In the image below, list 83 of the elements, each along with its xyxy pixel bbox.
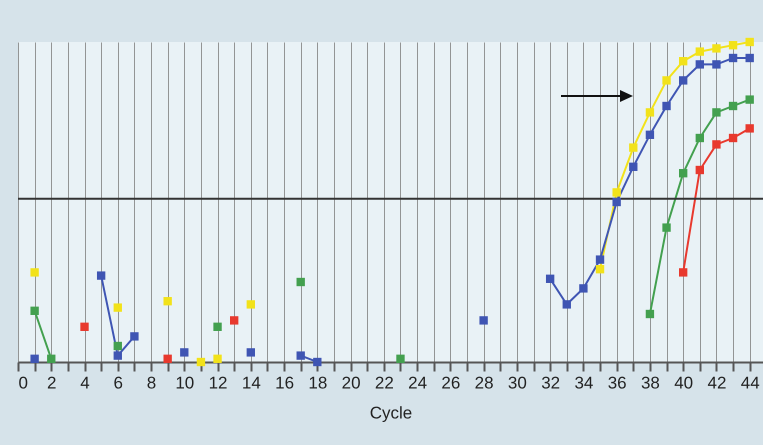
point: [246, 300, 255, 309]
x-tick-label: 20: [342, 374, 361, 392]
point: [80, 322, 89, 331]
point: [678, 57, 688, 66]
x-tick-label: 16: [275, 374, 294, 392]
point: [728, 134, 738, 142]
x-tick-label: 24: [408, 374, 428, 392]
x-tick-label: 12: [208, 374, 228, 392]
point: [180, 348, 188, 357]
point: [646, 108, 654, 117]
point: [612, 188, 621, 197]
point: [47, 354, 56, 363]
point: [213, 322, 222, 331]
point: [712, 60, 721, 69]
point: [696, 166, 704, 174]
point: [114, 303, 122, 312]
point: [546, 274, 554, 283]
x-tick-label: 40: [674, 374, 694, 392]
x-tick-label: 2: [47, 374, 56, 392]
point: [728, 54, 738, 62]
point: [246, 348, 255, 357]
x-tick-label: 14: [242, 374, 261, 392]
point: [30, 306, 39, 315]
point: [196, 358, 206, 366]
x-tick-label: 4: [80, 374, 90, 392]
point: [662, 102, 671, 110]
point: [662, 223, 671, 232]
point: [163, 297, 172, 306]
point: [230, 316, 238, 325]
x-tick-label: 36: [608, 374, 627, 392]
point: [646, 130, 654, 139]
x-tick-label: 28: [474, 374, 494, 392]
point: [114, 342, 122, 350]
point: [712, 44, 721, 53]
point: [712, 140, 721, 149]
point: [30, 354, 39, 363]
point: [579, 284, 588, 293]
point: [96, 271, 106, 280]
point: [562, 300, 571, 309]
point: [163, 354, 172, 363]
point: [596, 265, 604, 274]
point: [662, 76, 671, 85]
point: [678, 76, 688, 85]
x-tick-label: 10: [175, 374, 194, 392]
x-tick-label: 22: [374, 374, 394, 392]
point: [296, 278, 305, 286]
point: [629, 162, 638, 171]
point: [479, 316, 488, 325]
point: [746, 54, 754, 62]
x-tick-label: 18: [308, 374, 328, 392]
point: [296, 351, 305, 360]
point: [213, 354, 222, 363]
point: [728, 102, 738, 110]
x-tick-label: 32: [541, 374, 560, 392]
point: [728, 41, 738, 50]
point: [678, 268, 688, 277]
x-tick-label: 0: [18, 374, 28, 392]
x-axis-title: Cycle: [370, 404, 412, 422]
point: [678, 169, 688, 178]
point: [746, 38, 754, 46]
x-tick-label: 44: [740, 374, 760, 392]
point: [396, 354, 405, 363]
point: [629, 143, 638, 152]
x-tick-label: 38: [640, 374, 660, 392]
point: [30, 268, 39, 277]
point: [746, 95, 754, 104]
point: [313, 358, 322, 366]
point: [746, 124, 754, 133]
point: [712, 108, 721, 117]
x-tick-label: 42: [707, 374, 726, 392]
x-tick-label: 26: [441, 374, 460, 392]
point: [696, 47, 704, 56]
point: [696, 60, 704, 69]
point: [646, 310, 654, 318]
point: [612, 198, 621, 206]
point: [596, 255, 604, 264]
x-tick-label: 30: [508, 374, 527, 392]
point: [130, 332, 139, 341]
point: [114, 351, 122, 360]
x-tick-label: 8: [146, 374, 156, 392]
x-tick-label: 6: [114, 374, 124, 392]
point: [696, 134, 704, 142]
x-tick-label: 34: [574, 374, 594, 392]
